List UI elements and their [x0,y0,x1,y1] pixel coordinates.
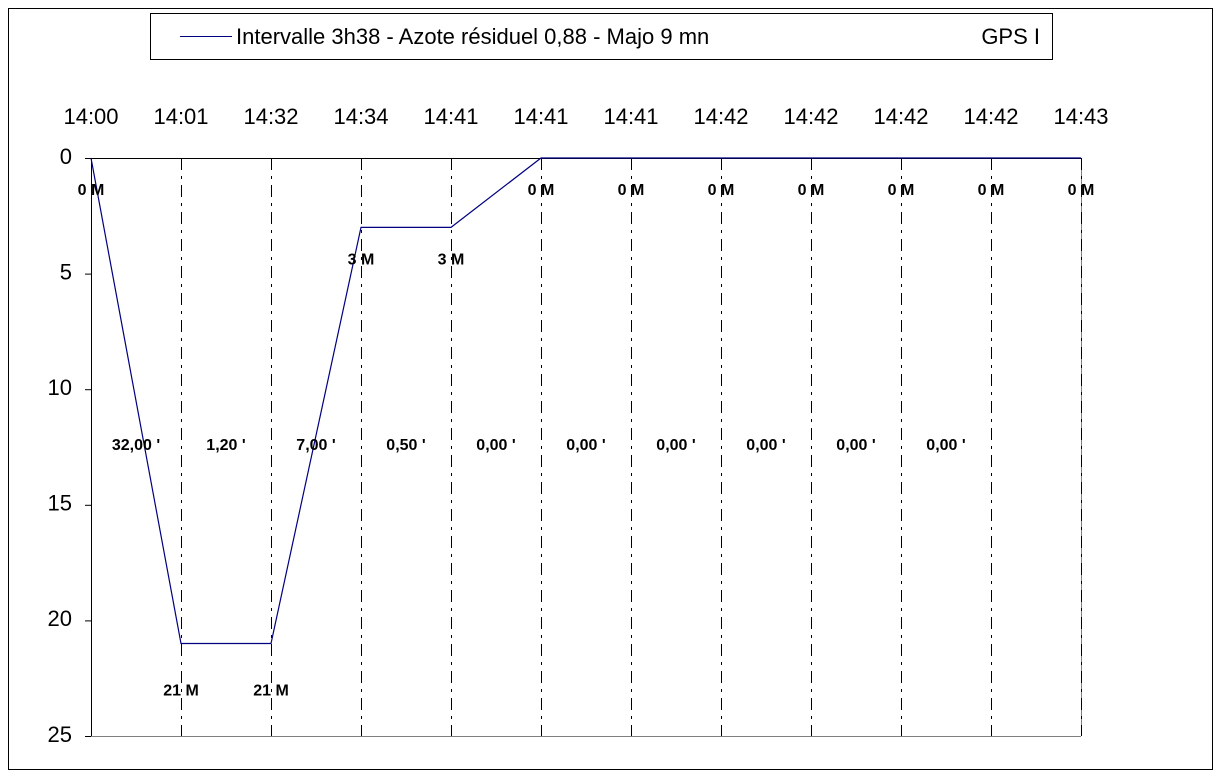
x-tick-label: 14:41 [603,104,658,129]
data-label: 0 M [798,182,825,199]
y-tick-label: 25 [48,722,72,747]
series-line [90,157,1081,645]
y-tick-label: 5 [60,259,72,284]
data-label: 0 M [528,182,555,199]
segment-label: 1,20 ' [206,437,245,454]
data-label: 0 M [78,182,105,199]
data-label: 0 M [978,182,1005,199]
segment-label: 32,00 ' [112,437,160,454]
x-tick-label: 14:43 [1053,104,1108,129]
data-label: 21 M [253,683,289,700]
x-tick-label: 14:41 [423,104,478,129]
legend-note: GPS I [981,24,1040,49]
y-tick-label: 20 [48,606,72,631]
y-tick-label: 0 [60,144,72,169]
x-tick-label: 14:32 [243,104,298,129]
data-label: 0 M [618,182,645,199]
x-tick-label: 14:42 [693,104,748,129]
x-tick-label: 14:42 [963,104,1018,129]
segment-label: 0,00 ' [566,437,605,454]
segment-label: 7,00 ' [296,437,335,454]
segment-label: 0,00 ' [476,437,515,454]
segment-label: 0,00 ' [836,437,875,454]
x-tick-label: 14:00 [63,104,118,129]
data-label: 3 M [438,252,465,269]
segment-label: 0,50 ' [386,437,425,454]
x-tick-label: 14:41 [513,104,568,129]
segment-label: 0,00 ' [926,437,965,454]
data-label: 3 M [348,252,375,269]
x-tick-label: 14:01 [153,104,208,129]
data-label: 0 M [888,182,915,199]
segment-label: 0,00 ' [656,437,695,454]
chart-border [8,8,1213,770]
legend-box [150,13,1053,60]
y-tick-label: 10 [48,375,72,400]
data-label: 0 M [708,182,735,199]
legend-label: Intervalle 3h38 - Azote résiduel 0,88 - … [236,24,709,49]
x-tick-label: 14:34 [333,104,388,129]
segment-label: 0,00 ' [746,437,785,454]
y-tick-label: 15 [48,491,72,516]
data-label: 0 M [1068,182,1095,199]
x-tick-label: 14:42 [873,104,928,129]
data-label: 21 M [163,683,199,700]
x-tick-label: 14:42 [783,104,838,129]
